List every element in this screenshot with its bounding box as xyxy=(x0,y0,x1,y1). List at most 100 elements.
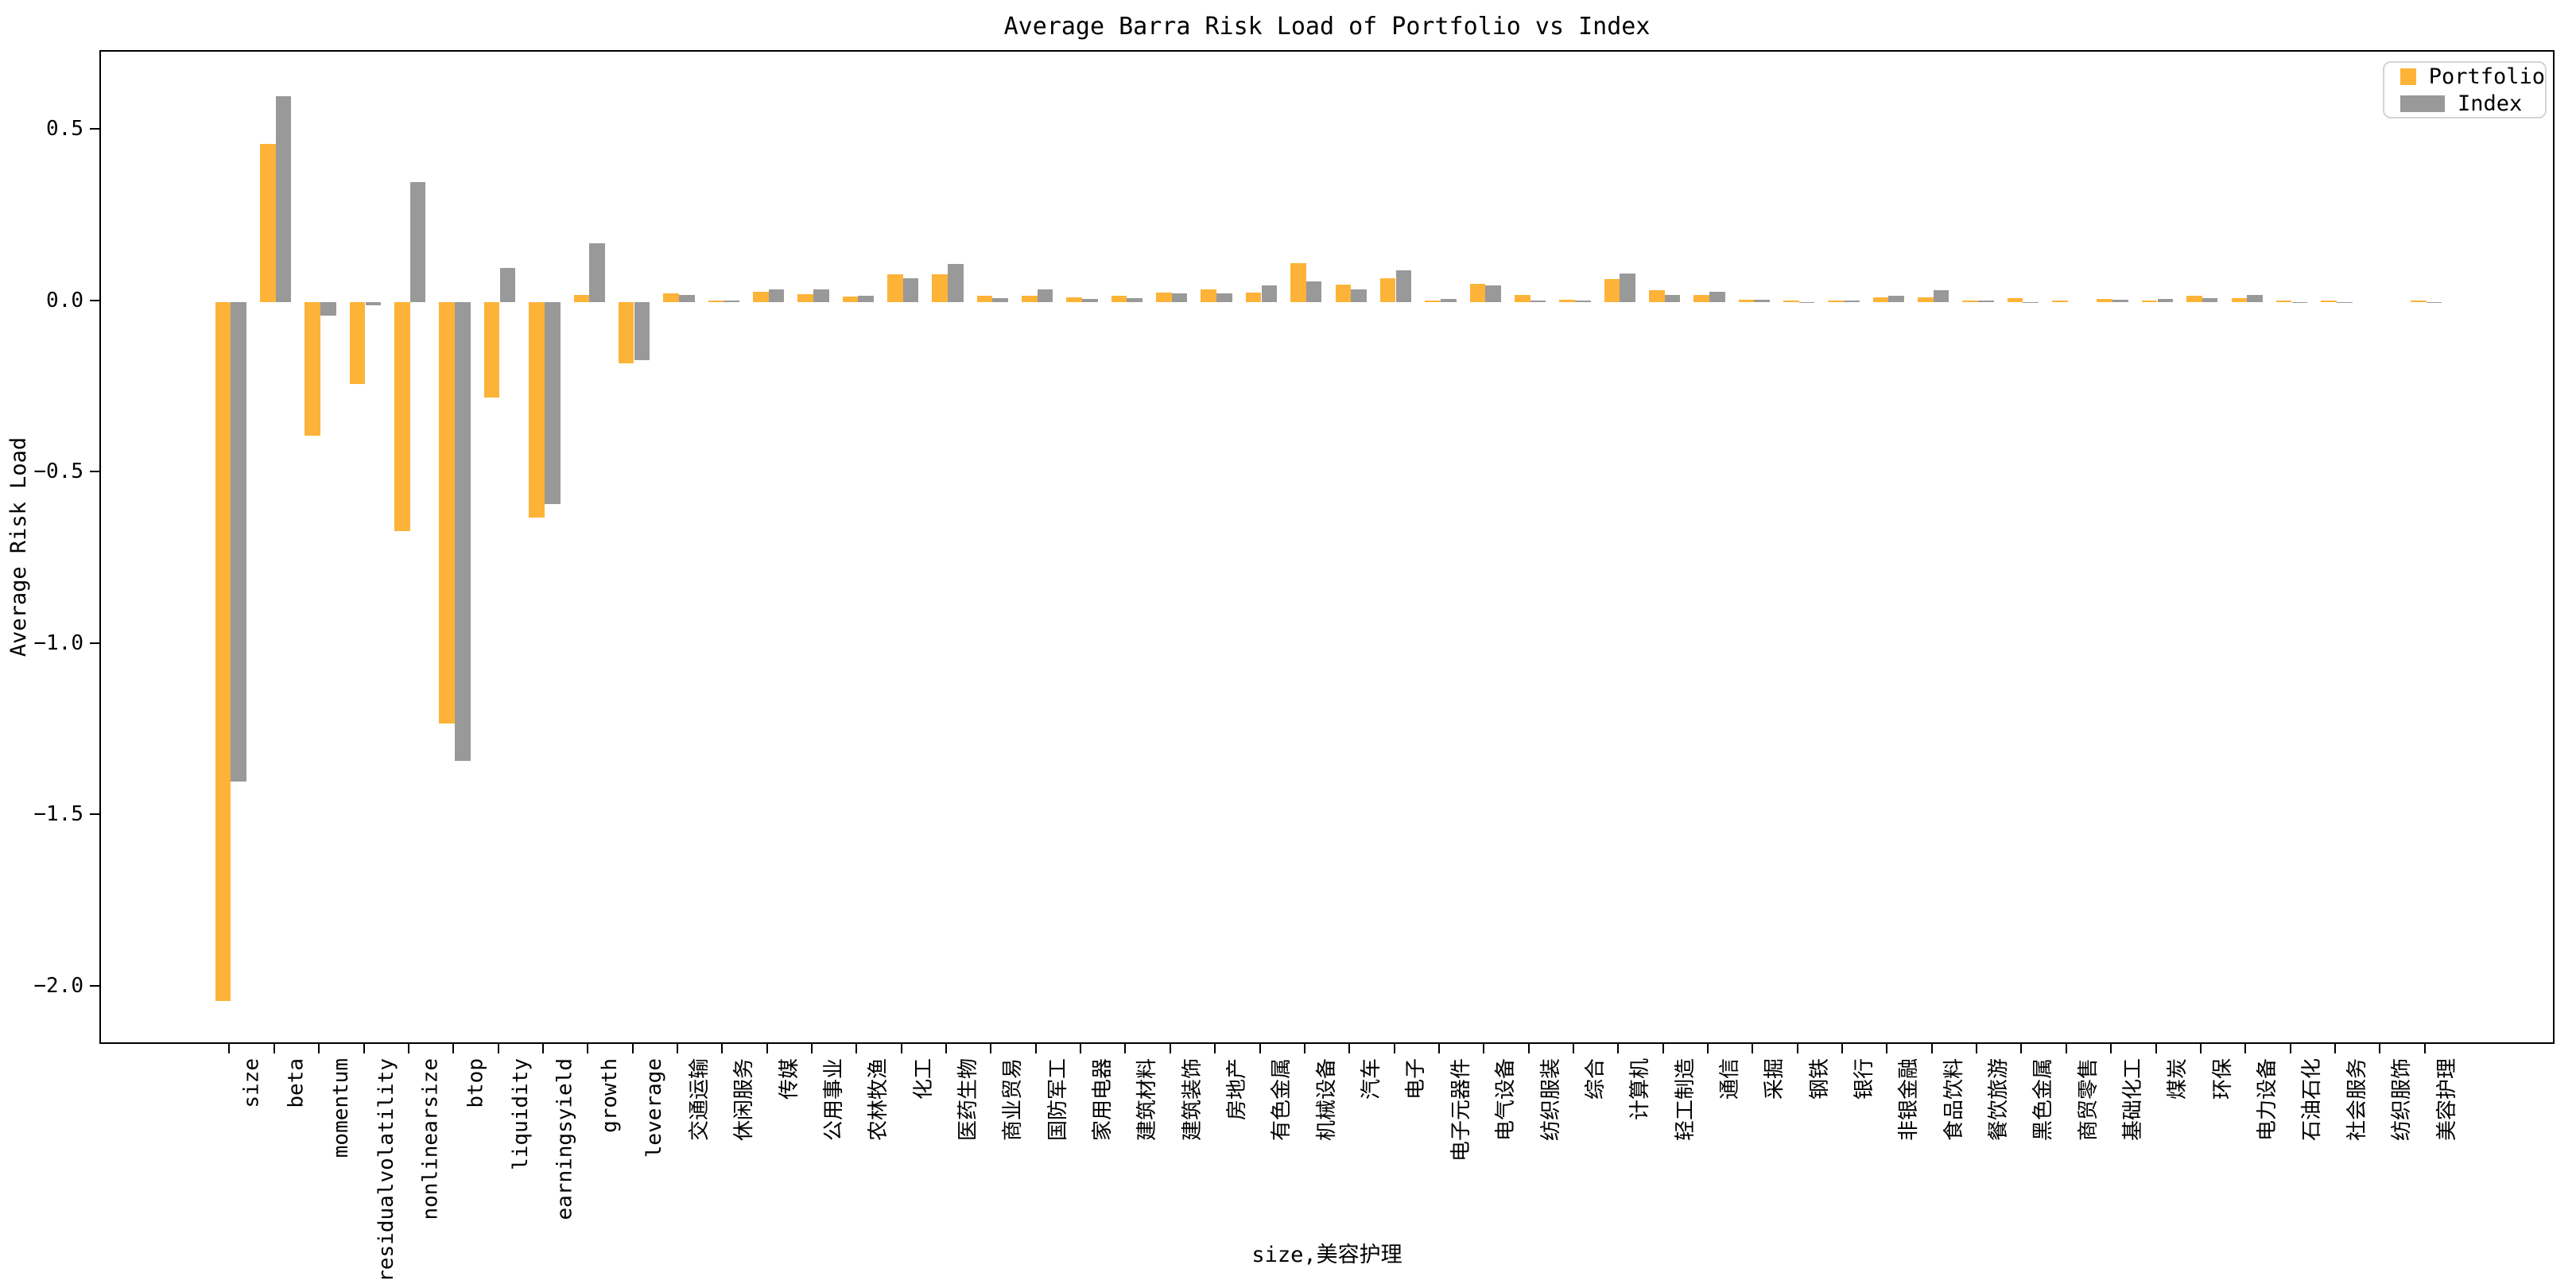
bar-portfolio-2 xyxy=(305,301,321,436)
x-tick-mark xyxy=(1034,1044,1037,1053)
x-tick-label-23: 有色金属 xyxy=(1270,1058,1294,1142)
bar-portfolio-36 xyxy=(1828,300,1844,302)
bar-index-47 xyxy=(2336,301,2353,304)
x-tick-mark xyxy=(900,1044,902,1053)
bar-portfolio-0 xyxy=(215,301,231,1001)
x-tick-label-31: 计算机 xyxy=(1628,1058,1653,1121)
x-tick-label-48: 纺织服饰 xyxy=(2390,1058,2415,1142)
x-tick-label-37: 非银金融 xyxy=(1897,1058,1922,1142)
bar-index-10 xyxy=(678,295,695,302)
bar-index-45 xyxy=(2247,294,2263,302)
bar-index-21 xyxy=(1171,293,1188,302)
x-tick-mark xyxy=(2244,1044,2247,1053)
x-tick-mark xyxy=(2065,1044,2067,1053)
y-tick-mark xyxy=(90,128,99,130)
bar-index-46 xyxy=(2291,301,2308,304)
bar-index-7 xyxy=(544,301,561,504)
x-tick-label-46: 石油石化 xyxy=(2300,1058,2325,1142)
bar-index-4 xyxy=(409,181,426,302)
x-tick-mark xyxy=(2020,1044,2023,1053)
x-tick-mark xyxy=(1393,1044,1395,1053)
bar-portfolio-40 xyxy=(2007,298,2023,302)
bar-portfolio-13 xyxy=(797,293,813,302)
bar-index-23 xyxy=(1261,285,1278,302)
y-tick-label: −2.0 xyxy=(33,973,83,998)
bar-index-9 xyxy=(634,301,650,360)
x-tick-label-11: 休闲服务 xyxy=(732,1058,757,1142)
bar-index-16 xyxy=(948,264,964,302)
bar-index-28 xyxy=(1485,285,1501,302)
bar-portfolio-41 xyxy=(2052,301,2068,302)
x-tick-mark xyxy=(1214,1044,1216,1053)
x-tick-label-7: earningsyield xyxy=(553,1058,577,1220)
x-tick-mark xyxy=(1886,1044,1888,1053)
x-tick-mark xyxy=(1124,1044,1127,1053)
x-tick-mark xyxy=(990,1044,992,1053)
y-tick-mark xyxy=(90,642,99,644)
y-tick-mark xyxy=(90,299,99,301)
x-tick-label-3: residualvolatility xyxy=(374,1058,398,1282)
x-tick-mark xyxy=(1483,1044,1485,1053)
x-tick-label-2: momentum xyxy=(329,1058,354,1158)
x-tick-label-38: 食品饮料 xyxy=(1942,1058,1966,1142)
bar-portfolio-26 xyxy=(1379,278,1396,302)
bar-index-24 xyxy=(1305,281,1322,302)
x-tick-mark xyxy=(1572,1044,1574,1053)
bar-index-31 xyxy=(1620,273,1635,302)
bar-index-26 xyxy=(1395,270,1412,302)
x-tick-mark xyxy=(2379,1044,2381,1053)
x-tick-label-22: 房地产 xyxy=(1225,1058,1250,1121)
bar-index-36 xyxy=(1844,301,1860,302)
bar-index-38 xyxy=(1933,290,1949,302)
x-tick-mark xyxy=(1080,1044,1082,1053)
x-tick-label-43: 煤炭 xyxy=(2166,1058,2190,1100)
legend-item-portfolio: Portfolio xyxy=(2400,66,2545,87)
x-tick-label-39: 餐饮旅游 xyxy=(1987,1058,2012,1142)
x-tick-mark xyxy=(1617,1044,1620,1053)
x-tick-label-8: growth xyxy=(598,1058,623,1133)
x-axis-label: size,美容护理 xyxy=(1251,1243,1402,1267)
bar-index-14 xyxy=(858,296,874,302)
x-tick-mark xyxy=(1259,1044,1261,1053)
bar-portfolio-16 xyxy=(932,274,948,302)
x-tick-mark xyxy=(1930,1044,1933,1053)
bar-portfolio-1 xyxy=(260,144,276,302)
bar-portfolio-43 xyxy=(2141,301,2158,302)
x-tick-label-21: 建筑装饰 xyxy=(1180,1058,1205,1142)
bar-index-5 xyxy=(455,301,471,762)
bar-portfolio-12 xyxy=(752,291,769,302)
y-tick-label: 0.5 xyxy=(46,117,83,142)
bar-index-22 xyxy=(1216,293,1232,302)
bar-portfolio-18 xyxy=(1022,295,1038,302)
bar-portfolio-7 xyxy=(529,301,545,518)
bar-index-42 xyxy=(2112,300,2128,302)
bar-index-1 xyxy=(275,96,292,302)
bar-portfolio-35 xyxy=(1783,301,1799,302)
bar-index-0 xyxy=(231,301,247,782)
legend-item-index: Index xyxy=(2400,93,2545,114)
bar-portfolio-11 xyxy=(708,300,724,302)
bar-index-3 xyxy=(365,301,382,305)
x-tick-label-25: 汽车 xyxy=(1360,1058,1384,1100)
x-tick-label-0: size xyxy=(239,1058,264,1108)
x-tick-mark xyxy=(766,1044,768,1053)
x-tick-label-15: 化工 xyxy=(911,1058,936,1100)
bar-portfolio-8 xyxy=(573,295,590,302)
x-tick-label-41: 商贸零售 xyxy=(2076,1058,2101,1142)
y-tick-label: −0.5 xyxy=(33,460,83,484)
y-tick-label: −1.0 xyxy=(33,630,83,655)
bar-index-25 xyxy=(1351,289,1367,302)
x-tick-mark xyxy=(811,1044,813,1053)
x-tick-mark xyxy=(721,1044,724,1053)
bar-portfolio-17 xyxy=(976,295,993,302)
x-tick-mark xyxy=(318,1044,320,1053)
x-tick-mark xyxy=(1169,1044,1171,1053)
x-tick-label-49: 美容护理 xyxy=(2434,1058,2459,1142)
x-tick-label-40: 黑色金属 xyxy=(2031,1058,2056,1142)
x-tick-mark xyxy=(631,1044,634,1053)
x-tick-label-24: 机械设备 xyxy=(1314,1058,1339,1142)
y-tick-mark xyxy=(90,813,99,816)
bar-index-33 xyxy=(1709,291,1725,302)
bar-index-11 xyxy=(724,301,739,302)
x-tick-label-14: 农林牧渔 xyxy=(867,1058,891,1142)
